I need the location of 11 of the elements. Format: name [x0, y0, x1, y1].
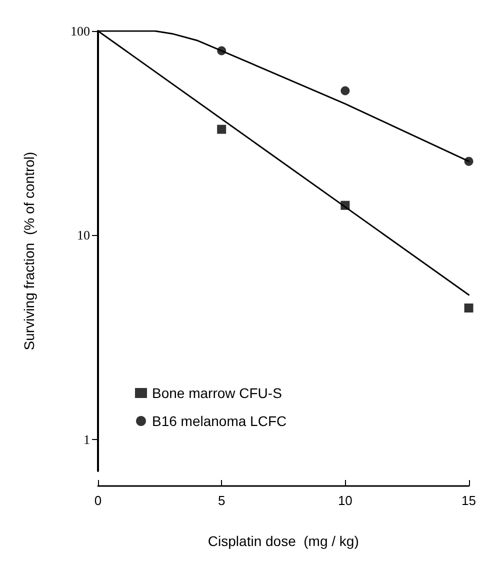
legend-label: B16 melanoma LCFC — [152, 413, 287, 429]
y-axis-title: Surviving fraction (% of control) — [21, 152, 37, 350]
legend-label: Bone marrow CFU-S — [152, 385, 282, 401]
x-tick-label: 15 — [462, 493, 476, 508]
x-axis-title: Cisplatin dose (mg / kg) — [208, 533, 359, 549]
y-tick-label: 10 — [77, 228, 90, 243]
y-tick-label: 100 — [70, 24, 90, 38]
x-tick-label: 0 — [94, 493, 102, 508]
x-tick-label: 5 — [218, 493, 226, 508]
y-tick-label: 1 — [84, 432, 90, 447]
x-tick-label: 10 — [338, 493, 352, 508]
